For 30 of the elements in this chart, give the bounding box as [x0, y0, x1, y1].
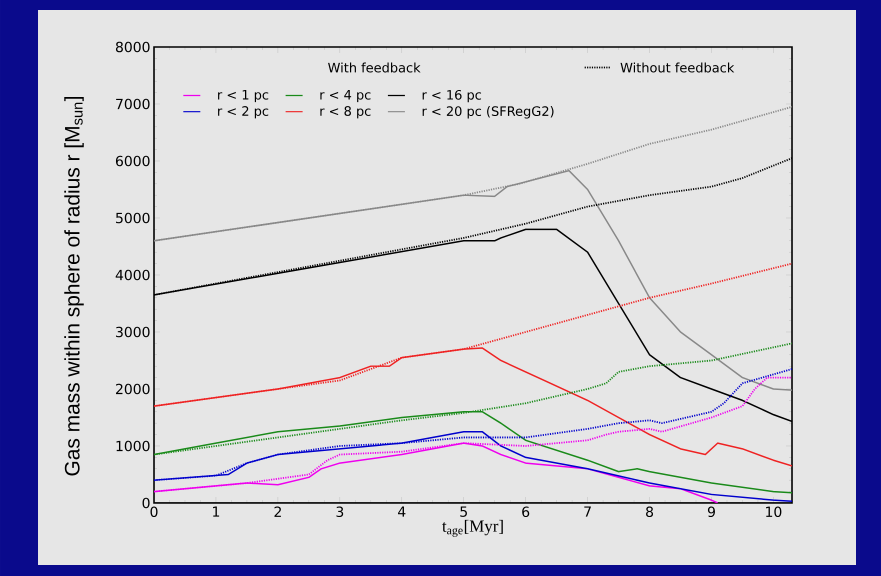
- legend-label: r < 1 pc: [218, 90, 268, 102]
- x-tick-label: 1: [213, 506, 220, 517]
- legend-label: r < 20 pc (SFRegG2): [422, 106, 554, 119]
- y-tick-label: 8000: [116, 42, 150, 52]
- x-tick-label: 2: [274, 506, 281, 517]
- x-tick-label: 4: [398, 506, 406, 517]
- legend-label: r < 4 pc: [320, 90, 370, 102]
- legend-label: r < 2 pc: [218, 106, 268, 118]
- y-tick-label: 1000: [116, 440, 150, 452]
- y-tick-label: 3000: [116, 326, 150, 338]
- x-tick-label: 10: [766, 506, 782, 518]
- x-tick-label: 8: [646, 506, 654, 518]
- x-tick-label: 3: [336, 506, 344, 518]
- annotation: Without feedback: [620, 62, 734, 73]
- x-tick-label: 5: [460, 506, 467, 517]
- x-tick-label: 9: [708, 506, 715, 518]
- x-tick-label: 7: [584, 506, 591, 517]
- legend-label: r < 16 pc: [422, 90, 482, 102]
- x-tick-label: 0: [150, 506, 158, 518]
- y-axis-title: Gas mass within sphere of radius r [M$_{sun}$]: [64, 96, 84, 476]
- y-tick-label: 7000: [116, 98, 150, 110]
- x-axis-title: t$_{age}$[Myr]: [442, 520, 503, 537]
- y-tick-label: 4000: [116, 270, 150, 280]
- legend-label: r < 8 pc: [320, 106, 370, 118]
- y-tick-label: 2000: [116, 384, 150, 394]
- x-tick-label: 6: [522, 506, 530, 518]
- y-tick-label: 5000: [116, 212, 150, 224]
- y-tick-label: 0: [142, 498, 150, 508]
- legend-title: With feedback: [328, 62, 421, 73]
- y-tick-label: 6000: [116, 156, 150, 166]
